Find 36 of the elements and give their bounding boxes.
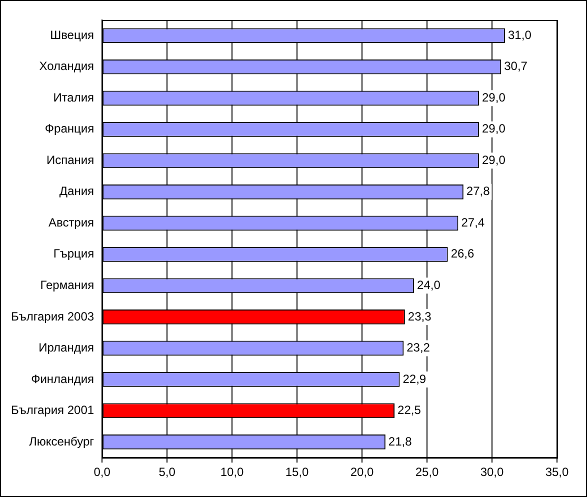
x-tick-label: 15,0 — [285, 465, 310, 480]
y-tick-label: Италия — [53, 90, 94, 104]
y-tick-label: България 2001 — [10, 403, 94, 418]
x-tick-label: 30,0 — [480, 465, 504, 480]
y-tick-label: Гърция — [53, 246, 94, 261]
data-label: 30,7 — [504, 59, 528, 74]
data-label: 22,9 — [402, 372, 426, 386]
y-tick-label: Ирландия — [38, 340, 94, 355]
data-label: 27,8 — [466, 184, 490, 198]
y-tick-label: Австрия — [48, 215, 94, 230]
y-tick-label: Финландия — [31, 372, 94, 386]
y-tick-label: Дания — [59, 184, 94, 198]
y-tick-label: Швеция — [50, 28, 94, 42]
data-label: 29,0 — [482, 122, 506, 136]
data-label: 23,3 — [408, 309, 432, 324]
data-label: 31,0 — [508, 28, 532, 42]
y-tick-label: Люксенбург — [28, 434, 95, 448]
data-label: 24,0 — [417, 278, 441, 292]
x-tick-label: 10,0 — [220, 465, 244, 480]
data-label: 26,6 — [450, 246, 474, 261]
y-tick-label: Германия — [40, 278, 94, 292]
y-tick-label: Холандия — [39, 59, 94, 74]
x-tick-label: 20,0 — [350, 465, 374, 480]
x-tick-label: 0,0 — [94, 465, 111, 480]
data-label: 22,5 — [398, 403, 422, 418]
y-tick-label: Франция — [44, 122, 94, 136]
data-label: 23,2 — [406, 340, 430, 355]
data-label: 29,0 — [482, 90, 506, 104]
x-tick-label: 25,0 — [415, 465, 440, 480]
x-tick-label: 35,0 — [545, 465, 569, 480]
y-tick-label: България 2003 — [10, 309, 94, 324]
data-label: 27,4 — [461, 215, 485, 230]
y-tick-label: Испания — [46, 152, 94, 167]
data-label: 21,8 — [388, 434, 412, 448]
x-tick-label: 5,0 — [158, 465, 176, 480]
data-label: 29,0 — [482, 152, 506, 167]
